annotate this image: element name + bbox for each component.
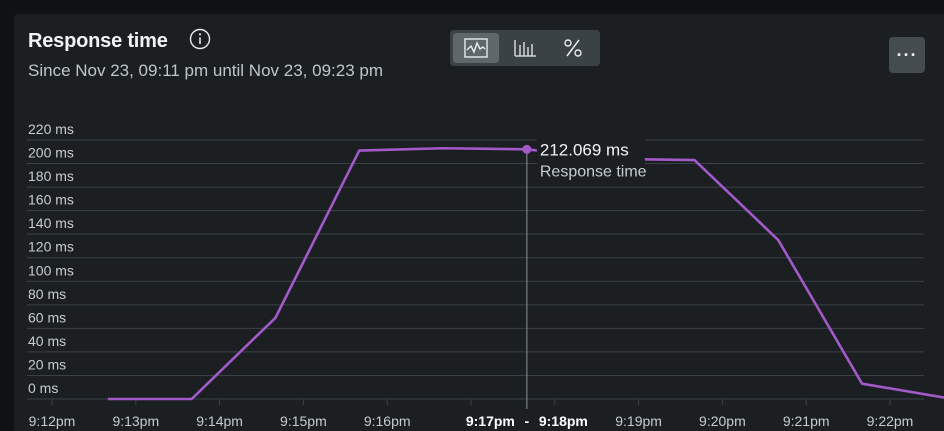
tooltip-value: 212.069 ms <box>540 140 629 159</box>
x-tick-label: 9:14pm <box>196 413 243 429</box>
percent-icon <box>564 39 582 57</box>
y-tick-label: 20 ms <box>28 356 66 372</box>
x-tick-label-range-start: 9:17pm <box>466 413 515 429</box>
time-range-subtitle: Since Nov 23, 09:11 pm until Nov 23, 09:… <box>28 61 383 80</box>
chart-type-toggle <box>450 30 600 66</box>
line-chart-button[interactable] <box>453 33 499 63</box>
chart-title: Response time <box>28 30 168 52</box>
y-tick-label: 220 ms <box>28 121 74 137</box>
x-tick-label: 9:12pm <box>29 413 76 429</box>
percent-button[interactable] <box>550 33 596 63</box>
y-tick-label: 100 ms <box>28 262 74 278</box>
y-tick-label: 40 ms <box>28 333 66 349</box>
bar-chart-button[interactable] <box>502 33 548 63</box>
y-tick-label: 180 ms <box>28 168 74 184</box>
hover-point <box>522 144 532 154</box>
y-tick-label: 60 ms <box>28 309 66 325</box>
more-options-button[interactable]: ··· <box>889 37 925 73</box>
tooltip-background <box>536 133 645 176</box>
info-icon[interactable] <box>189 28 211 50</box>
y-tick-label: 140 ms <box>28 215 74 231</box>
x-tick-label: 9:13pm <box>112 413 159 429</box>
x-tick-label: 9:20pm <box>699 413 746 429</box>
x-tick-label: 9:21pm <box>783 413 830 429</box>
y-tick-label: 80 ms <box>28 286 66 302</box>
x-tick-label: 9:19pm <box>615 413 662 429</box>
x-tick-label: 9:16pm <box>364 413 411 429</box>
y-tick-label: 0 ms <box>28 380 58 396</box>
y-tick-label: 200 ms <box>28 145 74 161</box>
y-tick-label: 160 ms <box>28 192 74 208</box>
tooltip-series-label: Response time <box>540 163 647 180</box>
x-tick-label: 9:15pm <box>280 413 327 429</box>
line-chart-icon <box>464 38 488 58</box>
y-tick-label: 120 ms <box>28 239 74 255</box>
bar-chart-icon <box>514 40 536 57</box>
x-tick-range-separator: - <box>525 413 530 429</box>
x-tick-label-range-end: 9:18pm <box>539 413 588 429</box>
chart-panel <box>14 14 944 431</box>
response-time-line <box>107 146 944 401</box>
x-tick-label: 9:22pm <box>867 413 914 429</box>
